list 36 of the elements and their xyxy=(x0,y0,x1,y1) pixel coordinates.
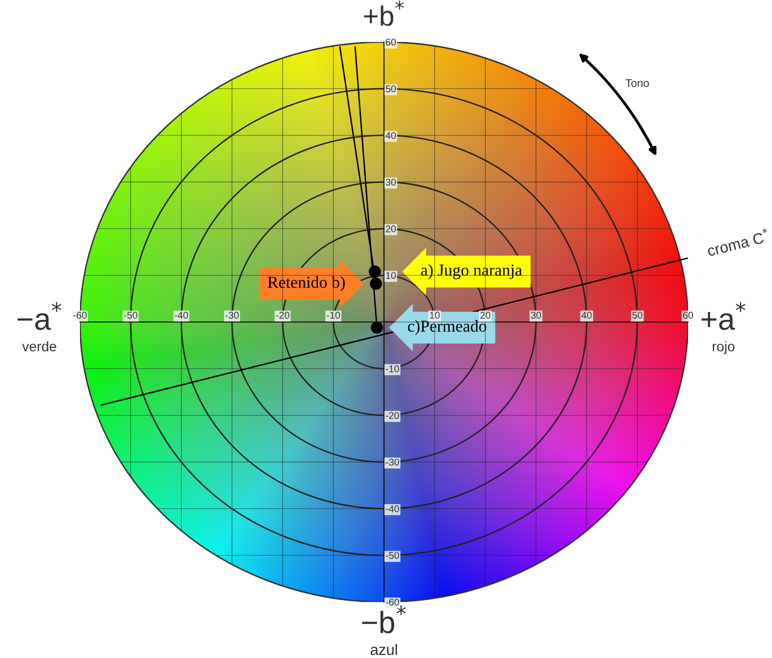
text: −b$^{*}$ xyxy=(362,605,406,634)
y-tick-label: 10 xyxy=(386,272,396,279)
x-tick-label: 50 xyxy=(632,312,642,319)
y-tick-label: 60 xyxy=(386,38,396,46)
y-tick-label: 40 xyxy=(386,132,396,139)
x-tick-label: 30 xyxy=(530,312,542,319)
x-tick-label: 20 xyxy=(480,312,490,319)
annotation: Tono xyxy=(626,79,649,87)
text: +b$^{*}$ xyxy=(364,0,404,26)
annotation: c)Permeado xyxy=(408,320,486,336)
text: verde xyxy=(22,341,56,352)
y-tick-label: 20 xyxy=(386,225,396,232)
text: −a$^{*}$ xyxy=(18,302,62,330)
y-tick-label: -60 xyxy=(386,598,400,606)
y-tick-label: 30 xyxy=(386,178,396,186)
y-tick-label: -50 xyxy=(386,552,400,559)
text: azul xyxy=(370,644,397,656)
annotation: Retenido b) xyxy=(268,276,345,292)
x-tick-label: 10 xyxy=(430,312,440,319)
text: croma C$^{*}$ xyxy=(706,228,770,256)
text: rojo xyxy=(712,341,734,354)
y-tick-label: 50 xyxy=(386,85,396,92)
x-tick-label: -10 xyxy=(326,312,340,319)
x-tick-label: -30 xyxy=(225,312,239,319)
y-tick-label: -30 xyxy=(386,458,400,466)
x-tick-label: 60 xyxy=(683,312,694,319)
x-tick-label: -20 xyxy=(276,312,290,319)
x-tick-label: -40 xyxy=(174,312,188,319)
x-tick-label: 40 xyxy=(581,312,592,319)
y-tick-label: -20 xyxy=(386,412,400,419)
text: +a$^{*}$ xyxy=(702,302,746,330)
x-tick-label: -50 xyxy=(124,312,138,319)
annotation: a) Jugo naranja xyxy=(421,264,522,280)
y-tick-label: -10 xyxy=(386,365,400,372)
y-tick-label: -40 xyxy=(386,505,400,512)
x-tick-label: -60 xyxy=(73,312,87,319)
